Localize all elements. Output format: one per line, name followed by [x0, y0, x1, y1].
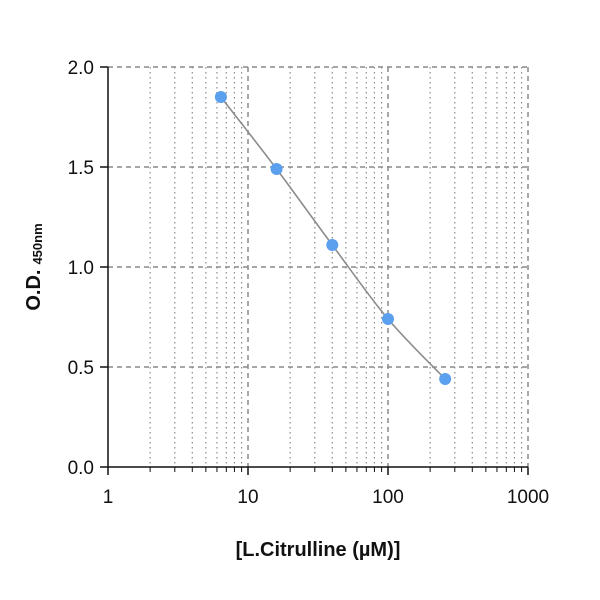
data-point [326, 239, 339, 251]
y-tick-label: 1.5 [68, 158, 94, 179]
data-point [270, 163, 283, 175]
x-axis-title: [L.Citrulline (µM)] [236, 539, 401, 561]
data-point [382, 313, 394, 325]
y-tick-label: 0.0 [68, 458, 94, 479]
data-point [214, 91, 227, 103]
data-point [439, 373, 452, 385]
x-tick-label: 100 [372, 487, 404, 508]
y-axis-title: O.D. 450nm [23, 223, 45, 310]
y-axis-title-sub: 450nm [30, 223, 45, 264]
x-tick-label: 1 [103, 487, 114, 508]
y-tick-label: 1.0 [68, 258, 94, 279]
y-tick-label: 0.5 [68, 358, 94, 379]
grid [108, 66, 529, 467]
ticks: 1 10 100 1000 0.0 0.5 1.0 1.5 2.0 [68, 58, 550, 508]
y-tick-label: 2.0 [68, 58, 94, 79]
x-tick-label: 10 [237, 487, 258, 508]
y-axis-title-main: O.D. [23, 270, 45, 311]
series [214, 91, 452, 385]
x-tick-label: 1000 [507, 487, 549, 508]
series-line [220, 96, 446, 380]
svg-text:O.D.450nm: O.D. 450nm [23, 223, 45, 310]
